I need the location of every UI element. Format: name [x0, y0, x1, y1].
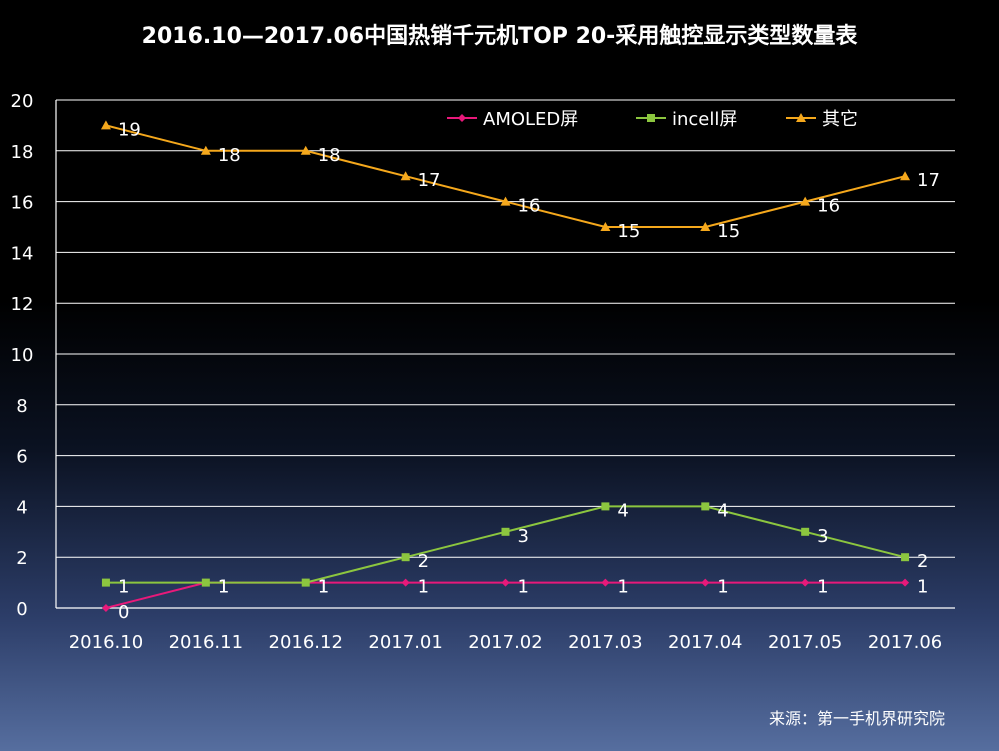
data-label-triangle: 18	[318, 145, 341, 166]
legend-item-square: incell屏	[636, 109, 737, 130]
y-tick-label: 0	[16, 599, 27, 620]
data-label-diamond: 1	[518, 577, 529, 598]
data-point-square	[501, 527, 510, 536]
data-point-triangle	[600, 222, 611, 231]
data-label-triangle: 15	[717, 221, 740, 242]
series-line-square	[105, 505, 906, 584]
data-label-diamond: 1	[817, 577, 828, 598]
source-note: 来源：第一手机界研究院	[768, 709, 945, 728]
data-point-square	[901, 553, 910, 562]
data-label-diamond: 0	[118, 602, 129, 623]
y-tick-label: 18	[11, 142, 34, 163]
x-tick-label: 2016.12	[269, 632, 343, 653]
data-label-square: 3	[518, 526, 529, 547]
series-layer	[100, 120, 911, 612]
legend-label: AMOLED屏	[483, 109, 578, 130]
data-point-diamond	[801, 578, 810, 587]
data-point-triangle	[800, 196, 811, 206]
y-tick-label: 16	[11, 193, 34, 214]
data-label-square: 4	[617, 500, 628, 521]
y-tick-label: 14	[11, 243, 34, 264]
legend-item-diamond: AMOLED屏	[447, 109, 578, 130]
legend-label: incell屏	[672, 109, 737, 130]
data-label-square: 1	[318, 577, 329, 598]
data-label-square: 1	[218, 577, 229, 598]
data-point-diamond	[401, 578, 410, 587]
y-tick-label: 6	[16, 447, 27, 468]
data-label-diamond: 1	[617, 577, 628, 598]
x-tick-label: 2017.04	[668, 632, 742, 653]
data-point-square	[101, 578, 110, 587]
y-tick-label: 10	[11, 345, 34, 366]
x-tick-label: 2017.02	[468, 632, 542, 653]
data-point-square	[401, 553, 410, 562]
data-point-square	[701, 502, 710, 511]
data-label-triangle: 16	[518, 196, 541, 217]
data-label-triangle: 15	[617, 221, 640, 242]
data-label-triangle: 18	[218, 145, 241, 166]
legend-marker-square	[647, 114, 655, 122]
legend-marker-diamond	[458, 114, 466, 122]
data-label-square: 4	[717, 500, 728, 521]
y-tick-label: 4	[16, 497, 27, 518]
data-label-triangle: 16	[817, 196, 840, 217]
x-tick-label: 2017.01	[368, 632, 442, 653]
data-point-diamond	[701, 578, 710, 587]
data-point-triangle	[900, 171, 911, 181]
y-tick-label: 2	[16, 548, 27, 569]
data-label-square: 3	[817, 526, 828, 547]
data-label-diamond: 1	[418, 577, 429, 598]
data-label-diamond: 1	[917, 577, 928, 598]
legend-label: 其它	[822, 109, 858, 130]
data-label-diamond: 1	[218, 577, 229, 598]
data-point-diamond	[101, 604, 110, 612]
chart-title: 2016.10—2017.06中国热销千元机TOP 20-采用触控显示类型数量表	[141, 24, 858, 49]
x-tick-label: 2016.11	[169, 632, 243, 653]
data-point-triangle	[400, 171, 411, 181]
series-line-triangle	[105, 124, 906, 228]
y-tick-label: 20	[11, 91, 34, 112]
data-point-triangle	[500, 196, 511, 206]
data-label-square: 2	[917, 551, 928, 572]
data-point-triangle	[700, 222, 711, 231]
data-label-triangle: 17	[418, 170, 441, 191]
data-label-triangle: 17	[917, 170, 940, 191]
data-label-diamond: 1	[717, 577, 728, 598]
legend-item-triangle: 其它	[786, 109, 858, 130]
x-tick-label: 2017.05	[768, 632, 842, 653]
data-label-diamond: 1	[318, 577, 329, 598]
legend-marker-triangle	[796, 113, 806, 122]
data-point-diamond	[501, 578, 510, 587]
x-tick-label: 2017.03	[568, 632, 642, 653]
data-point-triangle	[300, 145, 311, 155]
x-tick-label: 2016.10	[69, 632, 143, 653]
legend: AMOLED屏 incell屏 其它	[447, 109, 858, 130]
data-point-diamond	[901, 578, 910, 587]
data-label-triangle: 19	[118, 119, 141, 140]
y-tick-label: 12	[11, 294, 34, 315]
x-tick-label: 2017.06	[868, 632, 942, 653]
y-tick-label: 8	[16, 396, 27, 417]
data-label-square: 1	[118, 577, 129, 598]
data-point-triangle	[200, 145, 211, 155]
data-point-diamond	[601, 578, 610, 587]
data-label-square: 2	[418, 551, 429, 572]
data-point-square	[201, 578, 210, 587]
data-point-square	[301, 578, 310, 587]
data-point-square	[801, 527, 810, 536]
data-point-square	[601, 502, 610, 511]
data-point-triangle	[100, 120, 111, 130]
grid-layer	[56, 99, 955, 558]
